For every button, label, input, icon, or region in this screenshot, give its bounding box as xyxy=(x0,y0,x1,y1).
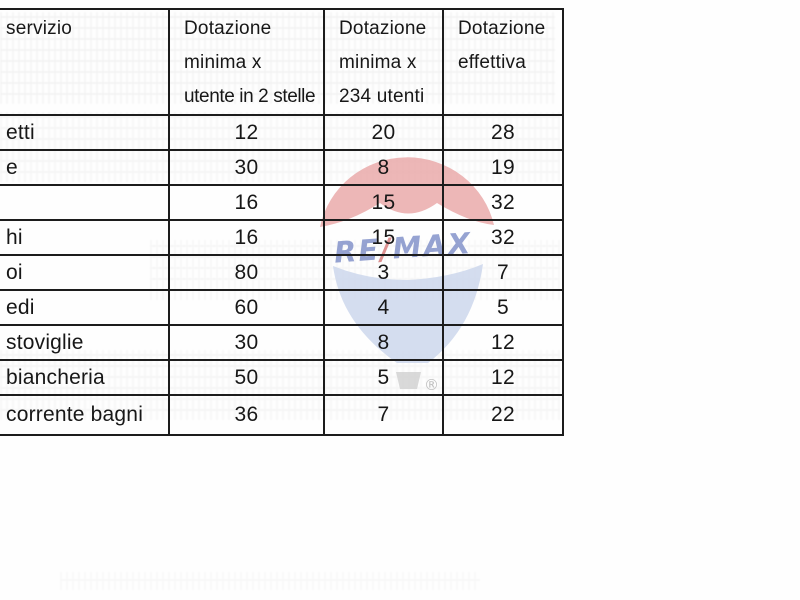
value-cell: 12 xyxy=(442,324,564,361)
header-line: minima x xyxy=(339,52,417,73)
value-cell: 32 xyxy=(442,219,564,256)
header-line: Dotazione xyxy=(339,18,427,39)
table-row: biancheria 50 5 12 xyxy=(0,359,564,396)
row-label-cell: oi xyxy=(0,254,170,291)
value-cell: 28 xyxy=(442,114,564,151)
row-label-cell: stoviglie xyxy=(0,324,170,361)
row-label-cell: edi xyxy=(0,289,170,326)
table-row: etti 12 20 28 xyxy=(0,114,564,151)
value-cell: 60 xyxy=(168,289,325,326)
header-line: effettiva xyxy=(458,52,526,73)
header-dotazione-minima-234: Dotazione minima x 234 utenti xyxy=(323,8,444,116)
value-cell: 4 xyxy=(323,289,444,326)
value-cell: 12 xyxy=(442,359,564,396)
header-line: utente in 2 stelle xyxy=(184,86,316,107)
row-label-cell: hi xyxy=(0,219,170,256)
table-row: stoviglie 30 8 12 xyxy=(0,324,564,361)
table-row: corrente bagni 36 7 22 xyxy=(0,394,564,436)
scan-noise xyxy=(60,572,480,590)
header-row: servizio Dotazione minima x utente in 2 … xyxy=(0,8,564,116)
value-cell: 16 xyxy=(168,219,325,256)
value-cell: 12 xyxy=(168,114,325,151)
value-cell: 7 xyxy=(323,394,444,436)
value-cell: 80 xyxy=(168,254,325,291)
header-text: servizio xyxy=(6,18,73,39)
value-cell: 5 xyxy=(442,289,564,326)
value-cell: 22 xyxy=(442,394,564,436)
table-row: 16 15 32 xyxy=(0,184,564,221)
dotazione-table: servizio Dotazione minima x utente in 2 … xyxy=(0,8,564,436)
header-line: minima x xyxy=(184,52,262,73)
value-cell: 16 xyxy=(168,184,325,221)
header-line: Dotazione xyxy=(458,18,546,39)
value-cell: 20 xyxy=(323,114,444,151)
row-label-cell xyxy=(0,184,170,221)
table-row: hi 16 15 32 xyxy=(0,219,564,256)
row-label-cell: e xyxy=(0,149,170,186)
row-label-cell: etti xyxy=(0,114,170,151)
header-line: Dotazione xyxy=(184,18,272,39)
header-servizio: servizio xyxy=(0,8,170,116)
value-cell: 19 xyxy=(442,149,564,186)
value-cell: 8 xyxy=(323,149,444,186)
value-cell: 5 xyxy=(323,359,444,396)
value-cell: 36 xyxy=(168,394,325,436)
table-row: edi 60 4 5 xyxy=(0,289,564,326)
value-cell: 7 xyxy=(442,254,564,291)
value-cell: 15 xyxy=(323,184,444,221)
header-dotazione-minima-utente: Dotazione minima x utente in 2 stelle xyxy=(168,8,325,116)
table-row: oi 80 3 7 xyxy=(0,254,564,291)
table-row: e 30 8 19 xyxy=(0,149,564,186)
value-cell: 30 xyxy=(168,149,325,186)
value-cell: 30 xyxy=(168,324,325,361)
row-label-cell: corrente bagni xyxy=(0,394,170,436)
header-line: 234 utenti xyxy=(339,86,425,107)
value-cell: 8 xyxy=(323,324,444,361)
value-cell: 15 xyxy=(323,219,444,256)
header-dotazione-effettiva: Dotazione effettiva xyxy=(442,8,564,116)
row-label-cell: biancheria xyxy=(0,359,170,396)
value-cell: 32 xyxy=(442,184,564,221)
value-cell: 3 xyxy=(323,254,444,291)
value-cell: 50 xyxy=(168,359,325,396)
